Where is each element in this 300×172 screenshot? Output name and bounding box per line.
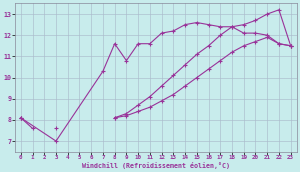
X-axis label: Windchill (Refroidissement éolien,°C): Windchill (Refroidissement éolien,°C) bbox=[82, 162, 230, 169]
